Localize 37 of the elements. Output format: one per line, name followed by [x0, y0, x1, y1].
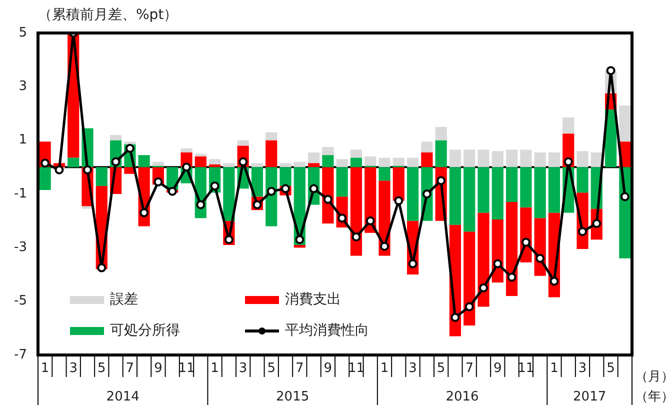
legend-label: 平均消費性向 — [285, 322, 369, 339]
text: （年） — [635, 389, 670, 404]
x-tick-label: 3 — [69, 361, 78, 376]
legend-label: 可処分所得 — [110, 322, 180, 339]
x-tick-label: 9 — [324, 361, 332, 376]
y-tick-label: 1 — [18, 132, 27, 148]
x-tick-label: 9 — [154, 361, 162, 376]
x-tick-label: 5 — [98, 361, 106, 376]
x-tick-label: 5 — [267, 361, 276, 376]
y-tick-label: 5 — [18, 25, 27, 40]
x-tick-label: 3 — [238, 361, 248, 376]
y-tick-label: -1 — [14, 186, 27, 202]
y-tick-label: -3 — [14, 240, 27, 256]
x-tick-label: 5 — [436, 361, 446, 376]
text: 2017 — [573, 389, 606, 404]
x-tick-label: 3 — [578, 361, 587, 376]
x-tick-label: 7 — [296, 361, 304, 376]
y-axis-title: （累積前月差、%pt） — [38, 6, 178, 24]
y-tick-label: -7 — [14, 347, 27, 362]
x-tick-label: 1 — [210, 361, 219, 376]
text: 2015 — [276, 389, 310, 404]
text: 2014 — [106, 389, 140, 404]
x-tick-label: 5 — [606, 361, 615, 376]
text: （月） — [635, 369, 670, 384]
x-tick-label: 7 — [126, 361, 134, 376]
x-tick-label: 1 — [40, 361, 50, 376]
x-tick-label: 11 — [348, 361, 364, 376]
y-tick-label: 3 — [18, 79, 27, 94]
x-tick-label: 1 — [380, 361, 389, 376]
legend-label: 誤差 — [110, 292, 138, 308]
y-tick-label: -5 — [14, 294, 27, 309]
x-tick-label: 7 — [465, 361, 474, 376]
legend-label: 消費支出 — [285, 292, 341, 308]
x-tick-label: 3 — [408, 361, 417, 376]
text: 2016 — [446, 389, 479, 404]
x-tick-label: 1 — [550, 361, 558, 376]
x-tick-label: 9 — [494, 361, 502, 376]
